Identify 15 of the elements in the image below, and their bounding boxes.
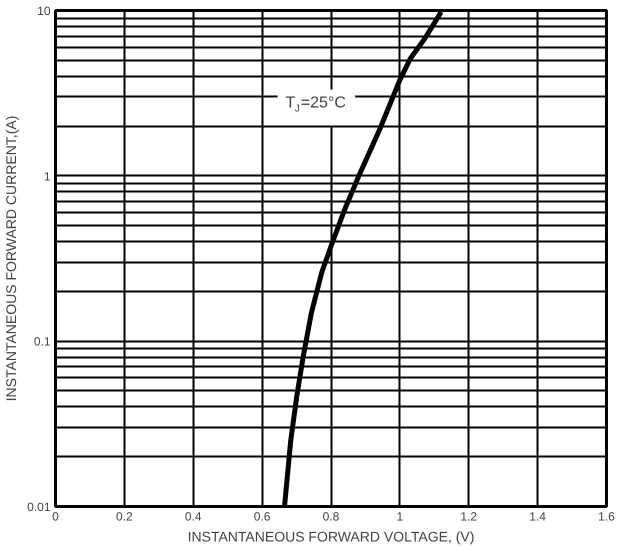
x-tick-label: 0.2 [116, 510, 134, 524]
x-tick-label: 1 [396, 510, 404, 524]
x-tick-label: 1.4 [529, 510, 546, 524]
y-axis-title: INSTANTANEOUS FORWARD CURRENT,(A) [3, 116, 20, 402]
x-tick-label: 1.6 [598, 510, 616, 524]
x-tick-label: 0.8 [322, 510, 340, 524]
y-tick-label: 1 [44, 169, 51, 184]
x-tick-label: 0 [52, 510, 60, 524]
y-tick-label: 0.1 [34, 334, 51, 349]
y-tick-label: 10 [37, 4, 51, 18]
x-tick-label: 0.6 [254, 510, 271, 524]
x-tick-label: 1.2 [460, 510, 478, 524]
y-tick-label: 0.01 [27, 500, 51, 514]
x-axis-title: INSTANTANEOUS FORWARD VOLTAGE, (V) [188, 528, 474, 544]
x-tick-label: 0.4 [184, 510, 202, 524]
